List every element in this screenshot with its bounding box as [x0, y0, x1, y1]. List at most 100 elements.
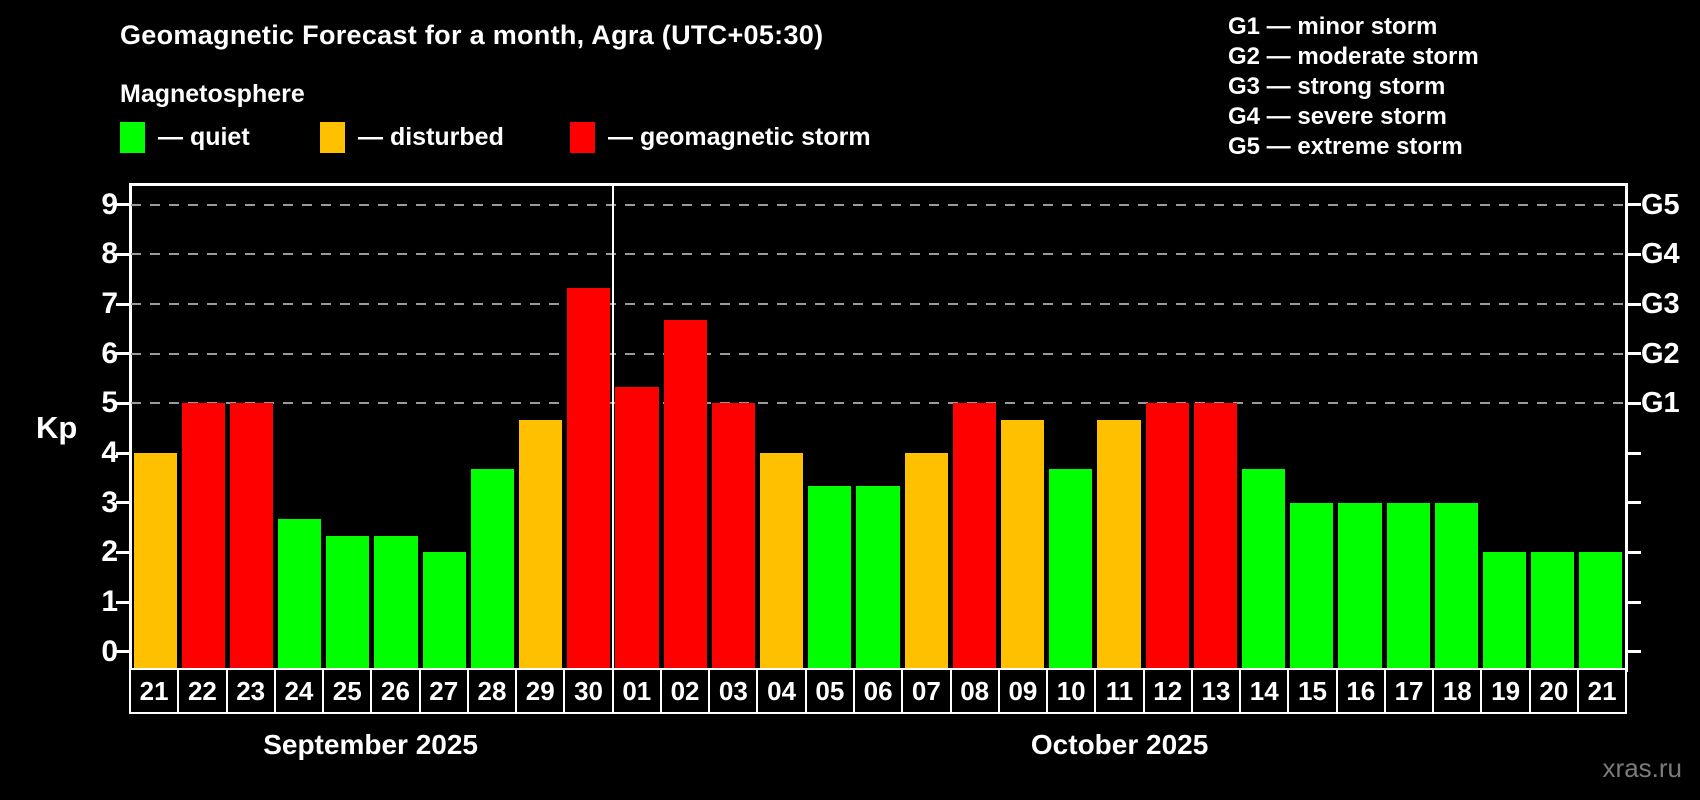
watermark: xras.ru	[1602, 753, 1682, 783]
kp-bar	[952, 403, 996, 668]
g-scale-label-G2: G2	[1641, 337, 1680, 370]
y-tick-label-3: 3	[101, 485, 118, 519]
kp-bar	[470, 469, 515, 668]
storm-scale-legend: G1 — minor storm G2 — moderate storm G3 — …	[1228, 12, 1479, 162]
legend-item-label: — quiet	[158, 123, 250, 151]
y-tick-label-4: 4	[101, 436, 118, 470]
day-label: 25	[322, 668, 373, 714]
kp-bar	[1145, 403, 1189, 668]
y-tick-label-2: 2	[101, 535, 118, 569]
day-label: 02	[659, 668, 711, 714]
day-label: 28	[466, 668, 518, 714]
day-label: 07	[901, 668, 952, 714]
month-separator-line	[611, 185, 614, 668]
kp-bar	[856, 486, 900, 668]
storm-scale-legend-line: G2 — moderate storm	[1228, 43, 1479, 70]
day-label: 21	[1576, 668, 1628, 714]
day-label: 13	[1190, 668, 1242, 714]
kp-bar	[1434, 502, 1478, 668]
y-tick-mark-left	[116, 203, 129, 207]
y-tick-mark-right	[1628, 302, 1641, 306]
kp-bar	[1338, 502, 1382, 668]
gridline-kp-8	[131, 253, 1625, 256]
y-tick-mark-right	[1628, 600, 1641, 604]
g-scale-label-G5: G5	[1641, 188, 1680, 221]
kp-bar	[229, 403, 274, 668]
y-tick-mark-right	[1628, 252, 1641, 256]
y-tick-mark-left	[116, 252, 129, 256]
g-scale-label-G4: G4	[1641, 238, 1680, 271]
day-label: 30	[563, 668, 614, 714]
y-tick-mark-right	[1628, 451, 1641, 455]
plot-area	[129, 183, 1628, 672]
chart-title: Geomagnetic Forecast for a month, Agra (…	[120, 20, 824, 50]
day-label: 01	[611, 668, 662, 714]
day-label: 09	[997, 668, 1049, 714]
kp-bar	[711, 403, 755, 668]
kp-bar	[1386, 502, 1430, 668]
day-label: 03	[708, 668, 759, 714]
y-tick-mark-right	[1628, 401, 1641, 405]
y-tick-mark-left	[116, 501, 129, 505]
legend-item-storm: — geomagnetic storm	[570, 122, 871, 153]
quiet-swatch-icon	[120, 122, 145, 153]
kp-bar	[567, 287, 611, 668]
month-label: October 2025	[1030, 729, 1209, 760]
gridline-kp-6	[131, 352, 1625, 355]
day-label: 20	[1528, 668, 1579, 714]
y-tick-mark-right	[1628, 501, 1641, 505]
kp-bar	[615, 387, 659, 668]
kp-bar	[1193, 403, 1237, 668]
y-tick-label-6: 6	[101, 336, 118, 370]
day-label: 05	[804, 668, 855, 714]
y-tick-label-5: 5	[101, 386, 118, 420]
storm-scale-legend-line: G1 — minor storm	[1228, 13, 1438, 40]
day-label: 18	[1432, 668, 1483, 714]
y-tick-mark-right	[1628, 203, 1641, 207]
legend-item-label: — geomagnetic storm	[608, 123, 871, 151]
storm-scale-legend-line: G3 — strong storm	[1228, 73, 1446, 100]
legend-item-quiet: — quiet	[120, 122, 250, 153]
day-label: 10	[1046, 668, 1097, 714]
day-label: 08	[949, 668, 1000, 714]
kp-bar	[1531, 552, 1575, 668]
kp-bar	[1097, 419, 1141, 668]
y-tick-mark-left	[116, 401, 129, 405]
day-label: 15	[1287, 668, 1338, 714]
month-label: September 2025	[263, 729, 478, 760]
kp-bar	[1000, 419, 1045, 668]
storm-scale-legend-line: G5 — extreme storm	[1228, 133, 1463, 160]
y-axis-title: Kp	[36, 410, 78, 445]
chart-subtitle: Magnetosphere	[120, 80, 305, 108]
y-tick-mark-left	[116, 650, 129, 654]
legend-item-disturbed: — disturbed	[320, 122, 504, 153]
kp-bar	[1482, 552, 1527, 668]
day-label: 21	[129, 668, 180, 714]
day-label: 23	[225, 668, 276, 714]
day-label: 14	[1239, 668, 1290, 714]
day-label: 17	[1383, 668, 1435, 714]
kp-bar	[760, 453, 804, 668]
y-tick-mark-right	[1628, 352, 1641, 356]
day-label: 06	[852, 668, 904, 714]
day-label: 26	[370, 668, 421, 714]
kp-bar	[1579, 552, 1623, 668]
y-tick-label-1: 1	[101, 585, 118, 619]
y-tick-label-8: 8	[101, 237, 118, 271]
y-tick-mark-left	[116, 352, 129, 356]
kp-bar	[1290, 502, 1334, 668]
y-tick-mark-left	[116, 550, 129, 554]
y-tick-mark-left	[116, 451, 129, 455]
disturbed-swatch-icon	[320, 122, 345, 153]
kp-bar	[1241, 469, 1286, 668]
kp-bar	[374, 536, 418, 668]
day-label: 11	[1094, 668, 1145, 714]
g-scale-label-G1: G1	[1641, 387, 1680, 420]
y-tick-mark-right	[1628, 550, 1641, 554]
kp-bar	[133, 453, 177, 668]
day-label: 19	[1480, 668, 1531, 714]
gridline-kp-9	[131, 203, 1625, 206]
day-label: 04	[756, 668, 807, 714]
y-tick-label-0: 0	[101, 634, 118, 668]
